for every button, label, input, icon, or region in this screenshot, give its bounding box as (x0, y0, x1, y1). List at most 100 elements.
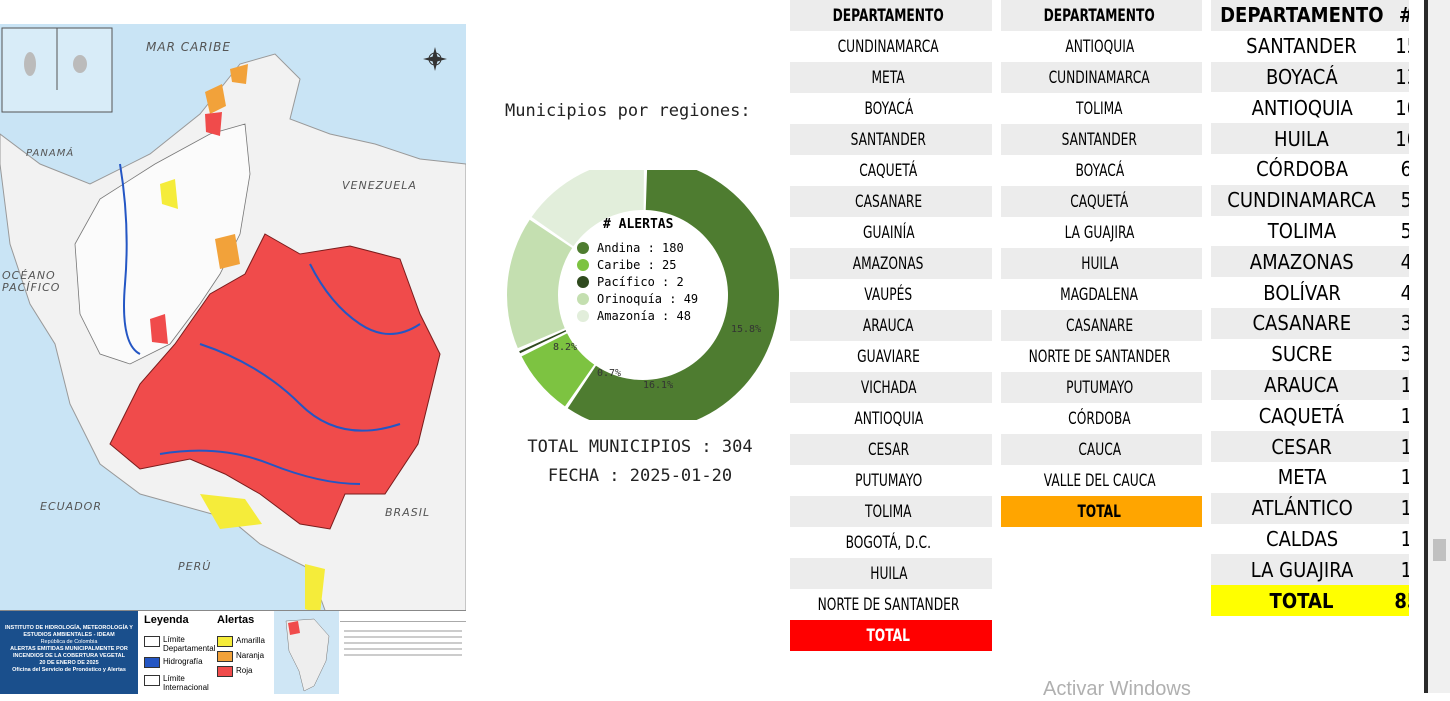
table-row: ARAUCA1 (1211, 370, 1409, 401)
alert-count: 1 (1401, 496, 1409, 520)
region-chart-title: Municipios por regiones: (505, 101, 751, 121)
scrollbar-thumb[interactable] (1433, 539, 1446, 561)
department-table-3: DEPARTAMENTO#SANTANDER15BOYACÁ13ANTIOQUI… (1211, 0, 1409, 616)
department-name: CÓRDOBA (1256, 157, 1348, 181)
table-row: ATLÁNTICO 1 (1211, 493, 1409, 524)
department-table-1: DEPARTAMENTO#CUNDINAMARCA26META23BOYACÁ1… (790, 0, 992, 651)
label-ecuador: ECUADOR (40, 500, 102, 513)
legend-entry-pacífico: Pacífico : 2 (597, 275, 684, 289)
alert-count: 1 (1401, 527, 1409, 551)
department-name: NORTE DE SANTANDER (818, 595, 960, 615)
table-row: BOYACÁ13 (1211, 62, 1409, 93)
table-row: CUNDINAMARCA26 (790, 31, 992, 62)
department-name: BOLÍVAR (1263, 281, 1341, 305)
table-row: TOLIMA9 (1001, 93, 1202, 124)
department-name: AMAZONAS (853, 254, 924, 274)
table-row: META23 (790, 62, 992, 93)
department-name: ANTIOQUIA (1251, 96, 1352, 120)
table-row: TOLIMA3 (790, 496, 992, 527)
legend-box: Leyenda Alertas Límite Departamental Hid… (139, 611, 274, 694)
table-row: AMAZONAS4 (1211, 246, 1409, 277)
department-name: CASANARE (855, 192, 922, 212)
table-row: HUILA2 (1001, 248, 1202, 279)
table-row: CASANARE1 (1001, 310, 1202, 341)
department-name: ARAUCA (863, 316, 914, 336)
table-header-row: DEPARTAMENTO# (1001, 0, 1202, 31)
table-row: LA GUAJIRA1 (1211, 554, 1409, 585)
department-name: MAGDALENA (1061, 285, 1139, 305)
department-name: SANTANDER (1062, 130, 1137, 150)
swatch-red (217, 666, 233, 677)
office-name: Oficina del Servicio de Pronóstico y Ale… (0, 667, 138, 674)
alerts-heading: Alertas (217, 614, 254, 626)
donut-pct-label: 15.8% (731, 324, 761, 335)
donut-center-title: # ALERTAS (603, 217, 674, 232)
donut-pct-label: 8.2% (553, 342, 577, 353)
department-name: ATLÁNTICO (1251, 496, 1352, 520)
table-row: MAGDALENA2 (1001, 279, 1202, 310)
table-total-row: TOTAL150 (790, 620, 992, 651)
table-row: ANTIOQUIA3 (790, 403, 992, 434)
total-value: 85 (1394, 589, 1409, 613)
vertical-scrollbar[interactable] (1424, 0, 1450, 693)
alert-count: 6 (1401, 157, 1409, 181)
table-row: SUCRE 3 (1211, 339, 1409, 370)
alert-count: 5 (1401, 188, 1409, 212)
department-name: SANTANDER (1246, 34, 1357, 58)
table-row: AMAZONAS6 (790, 248, 992, 279)
department-name: META (1277, 465, 1326, 489)
column-header-department: DEPARTAMENTO (1044, 6, 1155, 26)
swatch-dept-limit (144, 636, 160, 647)
map-legend-bar: INSTITUTO DE HIDROLOGÍA, METEOROLOGÍA Y … (0, 610, 466, 694)
total-label: TOTAL (1078, 502, 1121, 522)
table-row: CAQUETÁ1 (1211, 400, 1409, 431)
department-name: VAUPÉS (865, 285, 913, 305)
department-name: LA GUAJIRA (1250, 558, 1353, 582)
department-name: SANTANDER (851, 130, 926, 150)
legend-entry-andina: Andina : 180 (597, 241, 684, 255)
label-panama: PANAMÁ (26, 148, 74, 159)
legend-entry-caribe: Caribe : 25 (597, 258, 676, 272)
donut-pct-label: 16.1% (643, 380, 673, 391)
total-label: TOTAL (1270, 589, 1334, 613)
column-header-department: DEPARTAMENTO (833, 6, 944, 26)
department-name: SUCRE (1271, 342, 1332, 366)
activate-windows-watermark: Activar Windows (1043, 678, 1191, 701)
legend-dot-caribe (577, 259, 589, 271)
institute-block: INSTITUTO DE HIDROLOGÍA, METEOROLOGÍA Y … (0, 611, 138, 694)
department-name: VALLE DEL CAUCA (1044, 471, 1156, 491)
bulletin-date: 20 DE ENERO DE 2025 (0, 660, 138, 667)
department-table-2: DEPARTAMENTO#ANTIOQUIA18CUNDINAMARCA11TO… (1001, 0, 1202, 527)
department-name: AMAZONAS (1250, 250, 1354, 274)
department-name: TOLIMA (1268, 219, 1336, 243)
department-name: TOLIMA (865, 502, 911, 522)
table-row: LA GUAJIRA3 (1001, 217, 1202, 248)
department-name: CASANARE (1252, 311, 1351, 335)
republic-text: República de Colombia (0, 639, 138, 646)
table-row: CÓRDOBA1 (1001, 403, 1202, 434)
red-alert-patch (150, 314, 168, 344)
label-red: Roja (236, 666, 252, 675)
table-row: TOLIMA5 (1211, 216, 1409, 247)
map-graphic (0, 24, 466, 693)
alert-count: 10 (1395, 127, 1409, 151)
department-name: NORTE DE SANTANDER (1029, 347, 1171, 367)
label-venezuela: VENEZUELA (342, 179, 417, 192)
label-brasil: BRASIL (385, 506, 430, 519)
total-value: 69 (1201, 502, 1202, 522)
island (73, 55, 87, 73)
legend-entry-orinoquía: Orinoquía : 49 (597, 292, 698, 306)
alert-count: 3 (1401, 342, 1409, 366)
table-row: VICHADA4 (790, 372, 992, 403)
department-name: CUNDINAMARCA (1228, 188, 1377, 212)
department-name: BOYACÁ (864, 99, 913, 119)
column-header-department: DEPARTAMENTO (1220, 3, 1383, 27)
table-row: CESAR1 (1211, 431, 1409, 462)
table-row: SANTANDER15 (790, 124, 992, 155)
alert-count: 13 (1395, 65, 1409, 89)
table-row: PUTUMAYO3 (790, 465, 992, 496)
label-mar-caribe: MAR CARIBE (146, 40, 231, 54)
table-row: VALLE DEL CAUCA1 (1001, 465, 1202, 496)
alert-count: 15 (1395, 34, 1409, 58)
